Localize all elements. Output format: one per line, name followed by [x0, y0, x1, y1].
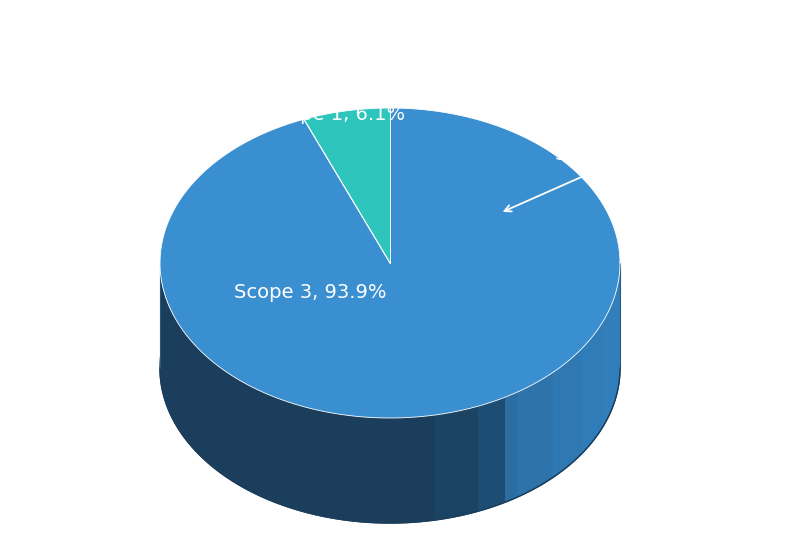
Polygon shape — [553, 263, 620, 478]
Polygon shape — [160, 213, 620, 523]
Text: Scope 3, 93.9%: Scope 3, 93.9% — [234, 284, 386, 303]
Polygon shape — [478, 263, 620, 511]
Text: Scope 2, 0.01%: Scope 2, 0.01% — [504, 146, 707, 212]
Polygon shape — [435, 263, 620, 520]
Polygon shape — [582, 263, 620, 454]
Polygon shape — [160, 264, 620, 523]
Polygon shape — [602, 263, 620, 427]
Text: Scope 1, 6.1%: Scope 1, 6.1% — [265, 106, 405, 125]
Polygon shape — [160, 108, 620, 418]
Polygon shape — [505, 263, 620, 502]
Polygon shape — [615, 263, 620, 398]
Polygon shape — [304, 119, 390, 263]
Polygon shape — [518, 263, 620, 497]
Polygon shape — [304, 108, 390, 263]
